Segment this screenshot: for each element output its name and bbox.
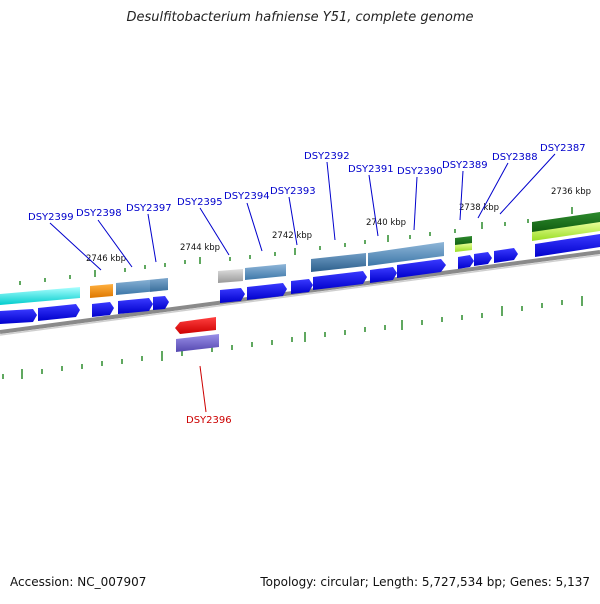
gene-label-dsy2393[interactable]: DSY2393 <box>270 186 316 197</box>
cds-arrow-reverse-dsy2396[interactable] <box>175 317 216 334</box>
gene-label-dsy2396[interactable]: DSY2396 <box>186 415 232 426</box>
feature-purple[interactable] <box>176 334 219 352</box>
cds-arrow[interactable] <box>220 288 245 303</box>
cds-arrow[interactable] <box>474 252 492 266</box>
scale-label-2740: 2740 kbp <box>366 218 406 228</box>
feature-gray[interactable] <box>218 269 243 283</box>
feature-cyan[interactable] <box>0 287 80 305</box>
cds-arrow[interactable] <box>291 279 313 294</box>
cds-arrow[interactable] <box>494 248 518 263</box>
scale-label-2736: 2736 kbp <box>551 187 591 197</box>
feature-lime-small[interactable] <box>455 243 472 252</box>
feature-lime-large[interactable] <box>532 222 600 241</box>
scale-label-2746: 2746 kbp <box>86 254 126 264</box>
gene-label-dsy2397[interactable]: DSY2397 <box>126 203 172 214</box>
gene-label-dsy2394[interactable]: DSY2394 <box>224 191 270 202</box>
gene-label-dsy2395[interactable]: DSY2395 <box>177 197 223 208</box>
cds-arrow[interactable] <box>313 271 367 290</box>
cds-arrow[interactable] <box>92 302 114 317</box>
gene-label-dsy2389[interactable]: DSY2389 <box>442 160 488 171</box>
scale-label-2744: 2744 kbp <box>180 243 220 253</box>
gene-label-dsy2399[interactable]: DSY2399 <box>28 212 74 223</box>
cds-arrow[interactable] <box>370 267 397 283</box>
cds-arrow[interactable] <box>153 296 169 310</box>
feature-tracks <box>0 212 600 305</box>
forward-tick-row <box>19 207 573 285</box>
forward-cds-track <box>0 234 600 324</box>
scale-label-2742: 2742 kbp <box>272 231 312 241</box>
label-leaders <box>49 153 556 271</box>
reverse-features <box>175 317 219 352</box>
feature-steel-b <box>150 278 168 292</box>
gene-label-dsy2390[interactable]: DSY2390 <box>397 166 443 177</box>
gene-label-dsy2398[interactable]: DSY2398 <box>76 208 122 219</box>
gene-label-dsy2392[interactable]: DSY2392 <box>304 151 350 162</box>
feature-steel-d[interactable] <box>311 253 366 272</box>
gene-labels: DSY2399 DSY2398 DSY2397 DSY2395 DSY2394 … <box>28 143 586 223</box>
gene-label-dsy2387[interactable]: DSY2387 <box>540 143 586 154</box>
cds-arrow[interactable] <box>0 309 37 324</box>
reverse-tick-row <box>2 296 583 379</box>
scale-label-2738: 2738 kbp <box>459 203 499 213</box>
genome-summary-text: Topology: circular; Length: 5,727,534 bp… <box>260 575 590 589</box>
cds-arrow[interactable] <box>118 298 153 314</box>
label-leader-dsy2396 <box>199 365 207 413</box>
gene-label-dsy2391[interactable]: DSY2391 <box>348 164 394 175</box>
feature-steel-c[interactable] <box>245 264 286 280</box>
cds-arrow[interactable] <box>535 234 600 257</box>
accession-text: Accession: NC_007907 <box>10 575 147 589</box>
map-title: Desulfitobacterium hafniense Y51, comple… <box>126 10 474 25</box>
gene-label-dsy2388[interactable]: DSY2388 <box>492 152 538 163</box>
feature-green-large[interactable] <box>532 212 600 233</box>
cds-arrow[interactable] <box>397 259 446 278</box>
cds-arrow[interactable] <box>38 304 80 321</box>
genome-backbone-shadow <box>0 254 600 336</box>
feature-orange[interactable] <box>90 284 113 298</box>
cds-arrow[interactable] <box>458 255 474 269</box>
feature-steel-e[interactable] <box>368 242 444 266</box>
cds-arrow[interactable] <box>247 283 287 300</box>
